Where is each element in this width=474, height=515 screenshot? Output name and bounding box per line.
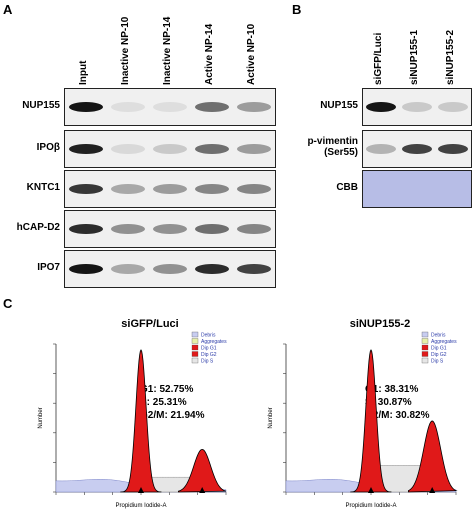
right-g1-peak [350,349,392,493]
left-legend-swatch [191,351,199,357]
left-y-axis-label: Number [38,407,44,428]
right-legend-swatch [421,344,429,351]
left-stat-g1: G1: 52.75% [140,384,194,395]
left-x-axis-label: Propidium Iodide-A [115,503,166,509]
panel-a-band [111,264,145,274]
panel-a-band [195,224,229,234]
panel-a-band [195,144,229,154]
panel-b-row-label-line: (Ser55) [324,147,358,158]
right-peak-marker [368,487,374,493]
panel-b-band [402,102,432,112]
left-g2-peak [178,448,227,493]
panel-a-band [153,184,187,194]
panel-b-row-label: NUP155 [320,100,358,111]
panel-a-band [111,144,145,154]
panel-a-blot [64,210,276,248]
right-stat-s: S: 30.87% [365,397,412,408]
panel-b-blot [362,130,472,168]
left-peak-marker [138,487,144,493]
panel-a-band [153,224,187,234]
panel-a-band [69,102,103,112]
right-x-axis-label: Propidium Iodide-A [345,503,396,509]
panel-a-band [237,184,271,194]
left-legend-label: Dip G1 [201,346,217,352]
panel-a-band [237,264,271,274]
panel-a-band [237,102,271,112]
left-legend-swatch [191,331,199,338]
left-peak-marker [199,487,206,493]
panel-b-row-label: CBB [336,182,358,193]
panel-a-band [69,264,103,274]
panel-a-band [153,264,187,274]
panel-a-row-label: IPO7 [37,262,60,273]
panel-b-letter: B [292,2,302,17]
panel-a-row-label: KNTC1 [26,182,60,193]
panel-a-band [195,184,229,194]
right-legend-label: Aggregates [431,339,457,345]
panel-b-row-label-line: p-vimentin [307,136,358,147]
panel-a-letter: A [3,2,13,17]
panel-b-blot [362,170,472,208]
left-legend-label: Debris [201,333,216,339]
left-histogram-title: siGFP/Luci [121,318,179,330]
panel-a-blot [64,170,276,208]
left-legend-label: Dip G2 [201,352,217,358]
left-legend-swatch [191,357,199,364]
left-g1-peak [120,349,162,493]
right-stat-g2m: G2/M: 30.82% [365,410,430,421]
panel-a-band [153,144,187,154]
panel-a-blot [64,250,276,288]
panel-a-band [195,264,229,274]
left-legend-label: Dip S [201,359,214,365]
panel-b-blots: NUP155 p-vimentin (Ser55) CBB [0,0,474,220]
right-legend-swatch [421,357,429,364]
panel-a-band [153,102,187,112]
panel-a-band [111,224,145,234]
panel-b-band [366,102,396,112]
panel-a-row-label: NUP155 [22,100,60,111]
right-legend-swatch [421,351,429,357]
panel-a-band [69,184,103,194]
left-legend-swatch [191,338,199,344]
left-legend-swatch [191,344,199,351]
panel-b-band [438,102,468,112]
right-legend-label: Dip G1 [431,346,447,352]
panel-a-band [69,144,103,154]
panel-a-band [237,144,271,154]
right-histogram-title: siNUP155-2 [349,318,411,330]
panel-a-band [111,184,145,194]
panel-a-row-label: hCAP-D2 [16,222,60,233]
panel-b-band [402,144,432,154]
right-g2-peak [408,420,458,493]
left-stats: G1: 52.75% S: 25.31% G2/M: 21.94% [140,383,204,422]
panel-a-blots: NUP155 IPOβ KNTC1 hCAP-D2 IPO7 [0,0,280,300]
panel-a-band [111,102,145,112]
left-legend-label: Aggregates [201,339,227,345]
right-legend-label: Dip S [431,359,444,365]
right-stats: G1: 38.31% S: 30.87% G2/M: 30.82% [365,383,429,422]
right-peak-marker [429,487,436,493]
right-stat-g1: G1: 38.31% [365,384,419,395]
left-stat-s: S: 25.31% [140,397,187,408]
panel-a-band [69,224,103,234]
panel-a-blot [64,88,276,126]
right-legend-swatch [421,331,429,338]
right-legend-label: Dip G2 [431,352,447,358]
panel-b-band [366,144,396,154]
right-legend-label: Debris [431,333,446,339]
right-y-axis-label: Number [268,407,274,428]
panel-a-band [195,102,229,112]
panel-c-letter: C [3,296,13,311]
panel-a-row-label: IPOβ [36,142,60,153]
left-stat-g2m: G2/M: 21.94% [140,410,205,421]
panel-b-row-label: p-vimentin (Ser55) [292,136,358,158]
panel-b-band [438,144,468,154]
panel-b-blot [362,88,472,126]
right-legend-swatch [421,338,429,344]
panel-a-blot [64,130,276,168]
panel-a-band [237,224,271,234]
